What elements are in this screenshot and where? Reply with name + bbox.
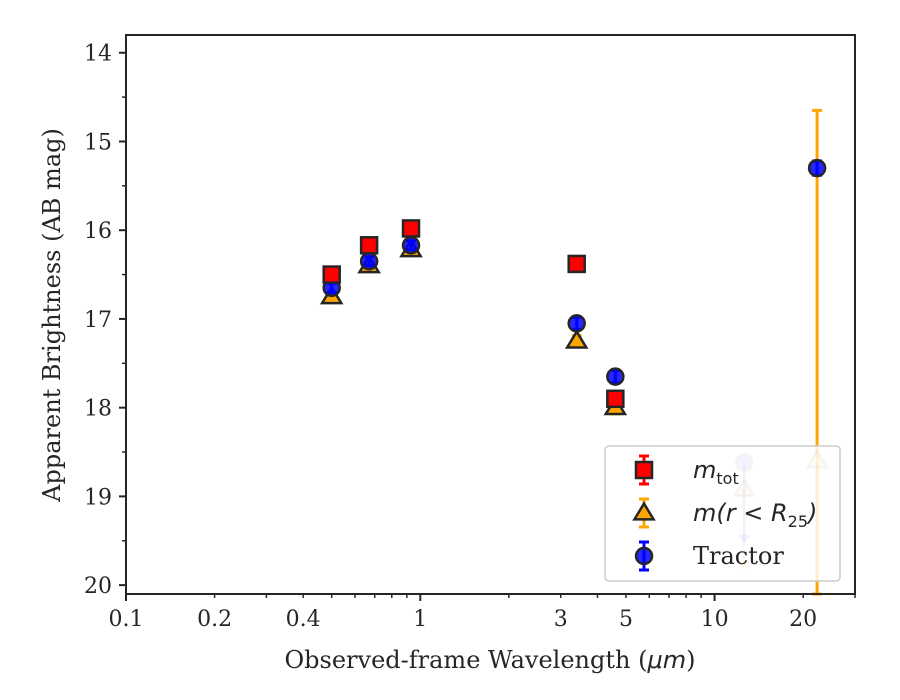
data-point <box>401 219 421 238</box>
series-layer <box>319 108 829 596</box>
x-tick-label: 20 <box>789 607 817 632</box>
y-tick-label: 18 <box>84 397 112 422</box>
series-m_tot <box>322 219 625 409</box>
x-tick-label: 5 <box>619 607 633 632</box>
data-point <box>564 329 589 349</box>
y-tick-label: 17 <box>84 308 112 333</box>
x-axis-unit: μm <box>646 646 686 674</box>
data-point <box>401 236 421 255</box>
legend-marker-m_r25 <box>632 497 656 529</box>
legend-symbol <box>634 546 654 566</box>
data-point <box>567 254 586 274</box>
legend-marker-m_tot <box>634 454 654 486</box>
y-tick-label: 16 <box>84 219 112 244</box>
legend-box <box>604 445 841 582</box>
data-point <box>359 236 379 255</box>
data-point <box>322 265 341 284</box>
x-tick-label: 0.1 <box>109 607 144 632</box>
legend: mtot m(r < R25) Tractor <box>604 445 841 582</box>
y-tick-label: 15 <box>84 130 112 155</box>
y-tick-label: 20 <box>84 574 112 599</box>
data-point <box>567 314 586 333</box>
x-axis-label: Observed-frame Wavelength (μm) <box>285 646 696 674</box>
x-axis: 0.1 0.2 0.4 1 3 5 10 20 <box>109 594 856 632</box>
x-tick-label: 0.4 <box>286 607 321 632</box>
data-point <box>606 389 625 409</box>
y-tick-label: 19 <box>84 485 112 510</box>
x-tick-label: 0.2 <box>197 607 232 632</box>
data-point <box>359 252 379 271</box>
legend-label-m_tot: mtot <box>693 456 739 488</box>
plot-frame <box>125 34 856 595</box>
legend-label-m_r25: m(r < R25) <box>693 499 817 531</box>
x-tick-label: 10 <box>701 607 729 632</box>
y-axis-label: Apparent Brightness (AB mag) <box>38 128 66 503</box>
data-point <box>606 367 625 386</box>
data-point <box>807 158 827 178</box>
x-tick-label: 3 <box>554 607 568 632</box>
legend-symbol <box>634 460 654 480</box>
legend-marker-tractor <box>634 540 654 572</box>
y-axis: 14 15 16 17 18 19 20 <box>84 42 126 599</box>
legend-symbol <box>632 501 656 521</box>
x-tick-label: 1 <box>413 607 427 632</box>
legend-label-tractor: Tractor <box>693 542 784 570</box>
y-tick-label: 14 <box>84 42 112 67</box>
